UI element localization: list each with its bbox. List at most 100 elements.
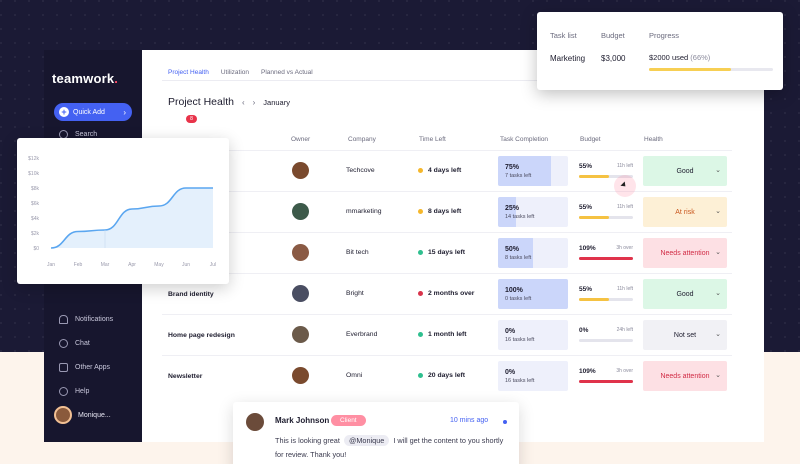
status-dot bbox=[418, 332, 423, 337]
tab-utilization[interactable]: Utilization bbox=[220, 69, 250, 76]
y-tick-label: $6k bbox=[31, 201, 40, 207]
unread-dot bbox=[503, 420, 507, 424]
health-select[interactable]: Needs attention ⌄ bbox=[643, 238, 727, 268]
time-left: 4 days left bbox=[418, 167, 461, 174]
area-fill bbox=[51, 188, 213, 248]
project-name[interactable]: Home page redesign bbox=[168, 332, 235, 339]
time-left: 2 months over bbox=[418, 290, 474, 297]
budget-fill bbox=[579, 216, 609, 219]
health-select[interactable]: Not set ⌄ bbox=[643, 320, 727, 350]
sidebar-item-notifications[interactable]: Notifications bbox=[59, 315, 113, 324]
task-fill bbox=[498, 197, 516, 227]
budget-popover: Task list Budget Progress Marketing $3,0… bbox=[537, 12, 783, 90]
y-tick-label: $2k bbox=[31, 231, 40, 237]
project-name[interactable]: Newsletter bbox=[168, 373, 203, 380]
time-left: 1 month left bbox=[418, 331, 467, 338]
comment-card: Mark Johnson Client 10 mins ago This is … bbox=[233, 402, 519, 464]
popover-header-task: Task list bbox=[550, 31, 577, 40]
comment-time: 10 mins ago bbox=[450, 417, 489, 424]
table-row[interactable]: Home page redesign Everbrand 1 month left 0… bbox=[162, 314, 732, 355]
task-fill bbox=[498, 156, 551, 186]
table-row[interactable]: Newsletter Omni 20 days left 0% 16 tasks lef… bbox=[162, 355, 732, 396]
x-tick-label: Jun bbox=[182, 262, 190, 268]
owner-avatar bbox=[292, 244, 309, 261]
chevron-down-icon: ⌄ bbox=[715, 331, 721, 338]
status-dot bbox=[418, 250, 423, 255]
popover-header-budget: Budget bbox=[601, 31, 625, 40]
avatar bbox=[246, 413, 264, 431]
health-select[interactable]: Good ⌄ bbox=[643, 279, 727, 309]
user-profile[interactable]: Monique... bbox=[54, 406, 111, 424]
tab-project-health[interactable]: Project Health bbox=[168, 69, 209, 76]
health-select[interactable]: Needs attention ⌄ bbox=[643, 361, 727, 391]
plus-icon: + bbox=[59, 107, 69, 117]
chevron-down-icon: ⌄ bbox=[715, 167, 721, 174]
chevron-right-icon[interactable]: › bbox=[252, 97, 256, 107]
tab-bar: Project Health Utilization Planned vs Ac… bbox=[168, 69, 313, 76]
x-tick-label: Jul bbox=[210, 262, 216, 268]
column-owner: Owner bbox=[291, 136, 311, 143]
time-left: 20 days left bbox=[418, 372, 465, 379]
task-completion: 75% 7 tasks left bbox=[498, 156, 568, 186]
status-dot bbox=[418, 291, 423, 296]
table-row[interactable]: Bit tech 15 days left 50% 8 tasks left 109% 3… bbox=[162, 232, 732, 273]
chevron-left-icon[interactable]: ‹ bbox=[241, 97, 245, 107]
task-completion: 0% 16 tasks left bbox=[498, 361, 568, 391]
column-budget: Budget bbox=[580, 136, 601, 143]
comment-body: This is looking great @Monique I will ge… bbox=[275, 435, 504, 459]
quick-add-label: Quick Add bbox=[73, 108, 105, 116]
x-tick-label: Jan bbox=[47, 262, 55, 268]
comment-author: Mark Johnson bbox=[275, 416, 330, 425]
table-row[interactable]: Techcove 4 days left 75% 7 tasks left 55% 11h… bbox=[162, 150, 732, 191]
project-name[interactable]: Brand identity bbox=[168, 291, 214, 298]
mention-chip[interactable]: @Monique bbox=[343, 435, 390, 446]
popover-header-progress: Progress bbox=[649, 31, 680, 40]
company-name: Everbrand bbox=[346, 331, 378, 338]
sidebar-item-chat[interactable]: Chat bbox=[59, 339, 90, 348]
owner-avatar bbox=[292, 162, 309, 179]
bell-icon bbox=[59, 315, 68, 324]
popover-progress: $2000 used (66%) bbox=[649, 53, 711, 62]
y-tick-label: $0 bbox=[33, 246, 39, 252]
budget-fill bbox=[579, 175, 609, 178]
health-select[interactable]: Good ⌄ bbox=[643, 156, 727, 186]
table-row[interactable]: Brand identity Bright 2 months over 100% 0 t… bbox=[162, 273, 732, 314]
company-name: Techcove bbox=[346, 167, 375, 174]
divider bbox=[162, 80, 764, 81]
chevron-down-icon: ⌄ bbox=[715, 208, 721, 215]
help-icon bbox=[59, 387, 68, 396]
status-dot bbox=[418, 168, 423, 173]
x-tick-label: Apr bbox=[128, 262, 136, 268]
column-time-left: Time Left bbox=[419, 136, 446, 143]
owner-avatar bbox=[292, 203, 309, 220]
budget-bar bbox=[579, 298, 633, 301]
popover-budget: $3,000 bbox=[601, 54, 626, 63]
budget-bar bbox=[579, 339, 633, 342]
table-row[interactable]: mmarketing 8 days left 25% 14 tasks left 55%… bbox=[162, 191, 732, 232]
chevron-down-icon: ⌄ bbox=[715, 372, 721, 379]
budget-fill bbox=[579, 257, 633, 260]
tab-planned-vs-actual[interactable]: Planned vs Actual bbox=[261, 69, 313, 76]
owner-avatar bbox=[292, 367, 309, 384]
task-completion: 25% 14 tasks left bbox=[498, 197, 568, 227]
task-completion: 0% 16 tasks left bbox=[498, 320, 568, 350]
column-company: Company bbox=[348, 136, 376, 143]
x-tick-label: Mar bbox=[101, 262, 110, 268]
budget-bar bbox=[579, 175, 633, 178]
progress-fill bbox=[649, 68, 731, 71]
column-task-completion: Task Completion bbox=[500, 136, 549, 143]
time-left: 15 days left bbox=[418, 249, 465, 256]
sidebar-item-other-apps[interactable]: Other Apps bbox=[59, 363, 110, 372]
quick-add-button[interactable]: + Quick Add › bbox=[54, 103, 132, 121]
chevron-down-icon: ⌄ bbox=[715, 290, 721, 297]
time-left: 8 days left bbox=[418, 208, 461, 215]
company-name: mmarketing bbox=[346, 208, 382, 215]
budget-bar bbox=[579, 216, 633, 219]
task-completion: 100% 0 tasks left bbox=[498, 279, 568, 309]
task-completion: 50% 8 tasks left bbox=[498, 238, 568, 268]
health-select[interactable]: At risk ⌄ bbox=[643, 197, 727, 227]
sidebar-item-help[interactable]: Help bbox=[59, 387, 89, 396]
month-label: January bbox=[263, 97, 290, 107]
budget-fill bbox=[579, 298, 609, 301]
x-tick-label: May bbox=[154, 262, 164, 268]
